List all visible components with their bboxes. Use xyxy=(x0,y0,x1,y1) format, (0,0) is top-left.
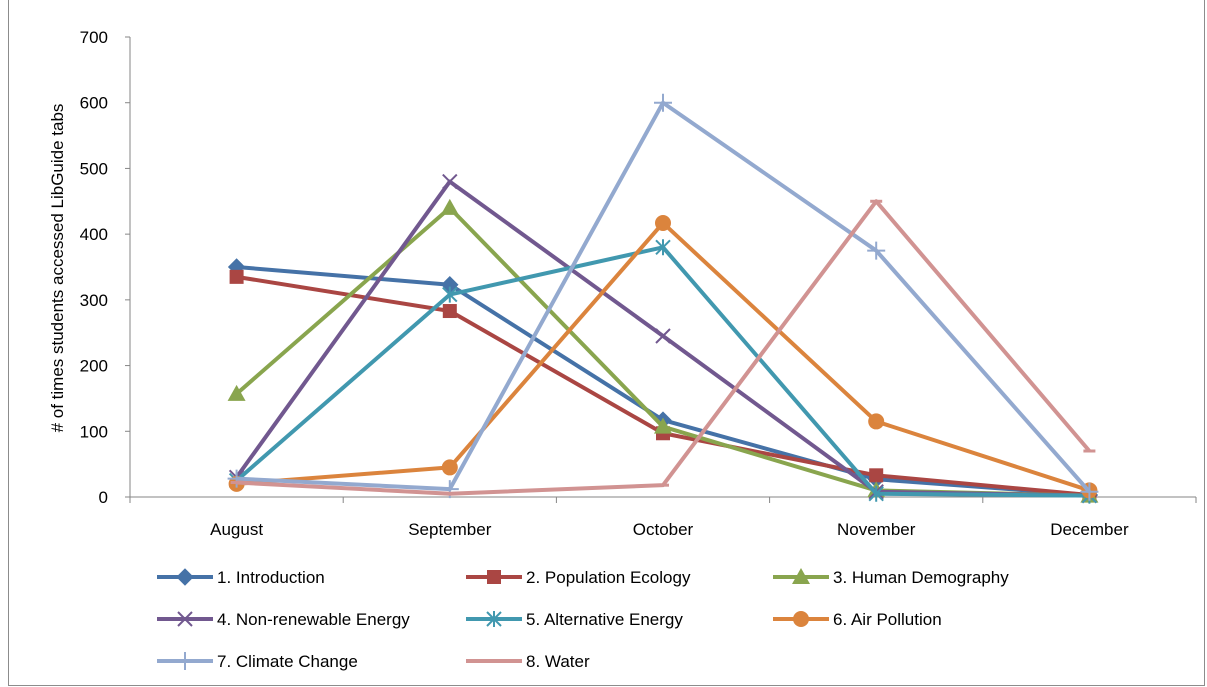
legend-item: 1. Introduction xyxy=(157,568,325,587)
data-point xyxy=(227,384,246,401)
data-point xyxy=(441,459,458,476)
y-tick-label: 200 xyxy=(80,357,108,376)
axes: 0 100 200 300 400 500 600 700 August September Oct… xyxy=(80,28,1197,539)
data-point xyxy=(654,417,672,434)
data-point xyxy=(869,468,884,483)
x-tick-label: December xyxy=(1050,520,1129,539)
x-tick-label: October xyxy=(633,520,694,539)
y-tick-label: 300 xyxy=(80,291,108,310)
data-point xyxy=(1080,482,1099,501)
data-point xyxy=(440,198,459,215)
legend-item: 2. Population Ecology xyxy=(466,568,691,587)
y-tick-label: 700 xyxy=(80,28,108,47)
legend-item: 4. Non-renewable Energy xyxy=(157,610,410,629)
data-point xyxy=(655,214,671,231)
data-point xyxy=(442,173,458,190)
data-point xyxy=(655,239,671,256)
legend-marker xyxy=(176,652,194,670)
x-tick-label: August xyxy=(210,520,263,539)
data-point xyxy=(868,485,884,502)
data-point xyxy=(867,241,886,260)
y-axis-label: # of times students accessed LibGuide ta… xyxy=(48,104,67,433)
data-point xyxy=(654,93,672,112)
legend-label: 2. Population Ecology xyxy=(526,568,691,587)
series-line xyxy=(236,274,1090,498)
data-point xyxy=(229,269,244,284)
legend-item: 5. Alternative Energy xyxy=(466,610,683,629)
series-6 xyxy=(228,214,1098,499)
legend-item: 8. Water xyxy=(466,652,590,671)
legend-label: 4. Non-renewable Energy xyxy=(217,610,410,629)
data-point xyxy=(227,469,246,488)
legend-item: 6. Air Pollution xyxy=(773,610,942,629)
chart-frame xyxy=(8,0,1205,686)
legend-marker xyxy=(486,611,502,627)
series-8 xyxy=(230,199,1096,496)
series-layer xyxy=(227,93,1099,504)
legend-label: 7. Climate Change xyxy=(217,652,358,671)
y-tick-label: 400 xyxy=(80,225,108,244)
series-line xyxy=(236,220,1091,493)
legend-label: 3. Human Demography xyxy=(833,568,1009,587)
legend-label: 6. Air Pollution xyxy=(833,610,942,629)
legend-marker xyxy=(793,611,809,627)
y-tick-label: 100 xyxy=(80,422,108,441)
series-7 xyxy=(227,93,1099,501)
data-point xyxy=(442,304,457,319)
x-tick-label: November xyxy=(837,520,916,539)
y-tick-label: 0 xyxy=(99,488,108,507)
data-point xyxy=(655,328,671,344)
legend-item: 7. Climate Change xyxy=(157,652,358,671)
x-tick-label: September xyxy=(408,520,491,539)
legend: 1. Introduction 2. Population Ecology 3. H… xyxy=(157,568,1009,671)
legend-marker xyxy=(177,611,193,627)
legend-label: 1. Introduction xyxy=(217,568,325,587)
legend-marker xyxy=(487,570,501,584)
data-point xyxy=(868,413,885,430)
y-tick-label: 500 xyxy=(80,159,108,178)
legend-label: 8. Water xyxy=(526,652,590,671)
data-point xyxy=(442,286,458,303)
y-tick-label: 600 xyxy=(80,94,108,113)
legend-item: 3. Human Demography xyxy=(773,568,1009,587)
legend-marker xyxy=(176,568,194,586)
legend-label: 5. Alternative Energy xyxy=(526,610,683,629)
legend-marker xyxy=(792,568,810,584)
